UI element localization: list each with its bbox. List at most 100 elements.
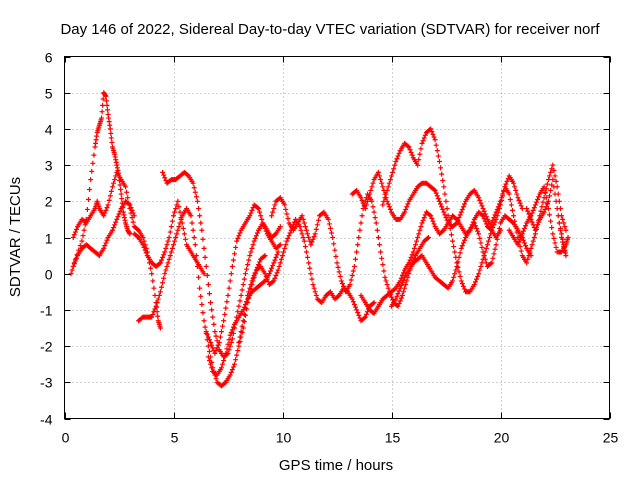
data-point (400, 289, 406, 295)
data-point (125, 195, 131, 201)
data-point (528, 216, 534, 222)
data-point (200, 236, 206, 242)
data-point (162, 175, 168, 181)
data-point (104, 205, 110, 211)
data-point (462, 286, 468, 292)
data-point (526, 211, 532, 217)
data-point (173, 206, 179, 212)
data-point (229, 327, 235, 333)
data-point (299, 231, 305, 237)
data-point (511, 180, 517, 186)
data-point (393, 296, 399, 302)
data-point (152, 306, 158, 312)
data-point (181, 231, 187, 237)
data-point (547, 212, 553, 218)
data-point (481, 208, 487, 214)
data-point (99, 115, 105, 121)
data-point (258, 213, 264, 219)
data-point (284, 211, 290, 217)
data-point (457, 273, 463, 279)
data-point (458, 245, 464, 251)
data-point (369, 198, 375, 204)
data-point (385, 184, 391, 190)
data-point (561, 220, 567, 226)
data-point (286, 233, 292, 239)
data-point (206, 349, 212, 355)
data-point (234, 352, 240, 358)
data-point (477, 197, 483, 203)
data-point (331, 241, 337, 247)
data-point (73, 226, 79, 232)
data-point (202, 324, 208, 330)
data-point (230, 257, 236, 263)
data-point (213, 376, 219, 382)
data-point (248, 210, 254, 216)
data-point (282, 245, 288, 251)
data-point (387, 206, 393, 212)
data-point (512, 218, 518, 224)
data-point (227, 332, 233, 338)
data-point (102, 243, 108, 249)
data-point (222, 354, 228, 360)
data-point (489, 220, 495, 226)
data-point (433, 142, 439, 148)
data-point (149, 271, 155, 277)
data-point (408, 149, 414, 155)
data-point (68, 271, 74, 277)
data-point (277, 260, 283, 266)
data-point (487, 235, 493, 240)
data-point (130, 210, 136, 216)
data-point (528, 245, 534, 251)
data-point (447, 225, 453, 231)
data-point (416, 231, 422, 237)
data-point (369, 184, 375, 190)
data-point (375, 235, 381, 240)
data-point (201, 245, 207, 251)
data-point (357, 227, 363, 233)
data-point (395, 291, 401, 297)
data-point (411, 245, 417, 251)
series-arc-17 (524, 177, 569, 259)
data-point (356, 312, 362, 318)
data-point (386, 180, 392, 186)
data-point (262, 271, 268, 277)
data-point (230, 324, 236, 330)
data-point (377, 173, 383, 179)
data-point (208, 339, 214, 345)
x-tick-label: 15 (385, 430, 401, 446)
data-point (517, 236, 523, 242)
data-point (430, 131, 436, 137)
data-point (285, 235, 291, 241)
data-point (381, 198, 387, 204)
data-point (493, 242, 499, 248)
data-point (272, 275, 278, 281)
data-point (394, 293, 400, 299)
data-point (421, 215, 427, 221)
data-point (397, 298, 403, 304)
data-point (333, 254, 339, 260)
data-point (190, 180, 196, 186)
data-point (163, 267, 169, 273)
data-point (174, 231, 180, 237)
data-point (406, 144, 412, 150)
data-point (503, 181, 509, 187)
series-arc-6 (131, 198, 207, 277)
data-point (358, 195, 364, 201)
data-point (452, 249, 458, 255)
data-point (351, 263, 357, 269)
data-point (203, 329, 209, 335)
data-point (77, 243, 83, 249)
data-point (105, 107, 111, 113)
data-point (72, 258, 78, 264)
data-point (489, 260, 495, 266)
data-point (366, 195, 372, 201)
data-point (438, 201, 444, 207)
data-point (516, 239, 522, 245)
data-point (445, 213, 451, 219)
data-point (430, 218, 436, 224)
data-point (498, 198, 503, 204)
data-point (325, 216, 331, 222)
data-point (236, 233, 242, 239)
data-point (157, 260, 163, 266)
data-point (313, 226, 319, 232)
